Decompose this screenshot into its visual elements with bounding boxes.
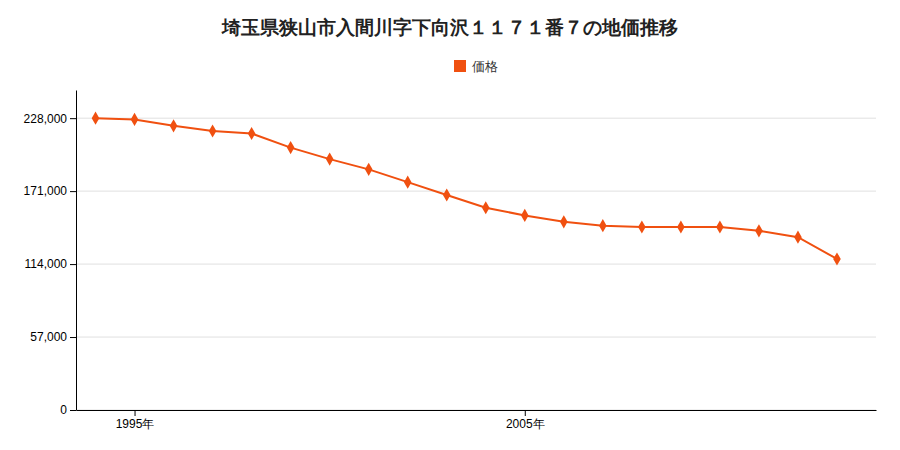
tick-label: 171,000 <box>24 184 68 198</box>
point <box>521 209 529 222</box>
point <box>92 112 100 125</box>
point <box>716 220 724 233</box>
grid-line <box>76 118 876 119</box>
grid <box>76 118 876 410</box>
tick-mark <box>135 410 136 416</box>
grid-line <box>76 337 876 338</box>
chart: 埼玉県狭山市入間川字下向沢１１７１番７の地価推移 1995年 2005年 0 57,00… <box>0 0 900 450</box>
point <box>443 188 451 201</box>
point <box>287 141 295 154</box>
point <box>755 224 763 237</box>
axis-line <box>77 410 877 411</box>
y-axis: 0 57,000 114,000 171,000 228,000 <box>24 91 77 418</box>
tick-mark <box>70 118 76 119</box>
tick: 171,000 <box>24 184 76 198</box>
axis-line <box>76 91 77 411</box>
plot: 1995年 2005年 0 57,000 114,000 171,000 228,000 <box>24 91 877 431</box>
point <box>560 215 568 228</box>
point <box>677 220 685 233</box>
point <box>833 252 841 265</box>
legend-item: 価格 <box>454 59 498 74</box>
tick-mark <box>70 410 76 411</box>
point <box>404 176 412 189</box>
tick-mark <box>525 410 526 416</box>
tick-label: 2005年 <box>506 417 545 431</box>
marks <box>92 112 841 266</box>
point <box>365 163 373 176</box>
tick: 1995年 <box>116 410 155 431</box>
point <box>209 124 217 137</box>
tick-label: 1995年 <box>116 417 155 431</box>
point <box>482 201 490 214</box>
point <box>794 231 802 244</box>
tick: 0 <box>60 403 76 417</box>
x-axis: 1995年 2005年 <box>77 410 877 431</box>
grid-line <box>76 264 876 265</box>
tick-mark <box>70 337 76 338</box>
line <box>96 118 837 259</box>
point <box>131 113 139 126</box>
legend: 価格 <box>454 59 498 74</box>
point <box>599 219 607 232</box>
grid-line <box>76 191 876 192</box>
tick-mark <box>70 264 76 265</box>
tick-label: 114,000 <box>25 257 68 271</box>
tick: 57,000 <box>30 330 76 344</box>
legend-swatch <box>454 60 466 72</box>
grid-line <box>76 410 876 411</box>
tick: 2005年 <box>506 410 545 431</box>
title: 埼玉県狭山市入間川字下向沢１１７１番７の地価推移 <box>221 16 678 38</box>
legend-label: 価格 <box>472 59 498 74</box>
tick-label: 0 <box>60 403 67 417</box>
tick: 228,000 <box>24 112 76 126</box>
tick-mark <box>70 191 76 192</box>
point <box>248 127 256 140</box>
point <box>170 119 178 132</box>
tick: 114,000 <box>25 257 77 271</box>
point <box>638 220 646 233</box>
point <box>326 153 334 166</box>
tick-label: 57,000 <box>30 330 67 344</box>
tick-label: 228,000 <box>24 112 68 126</box>
